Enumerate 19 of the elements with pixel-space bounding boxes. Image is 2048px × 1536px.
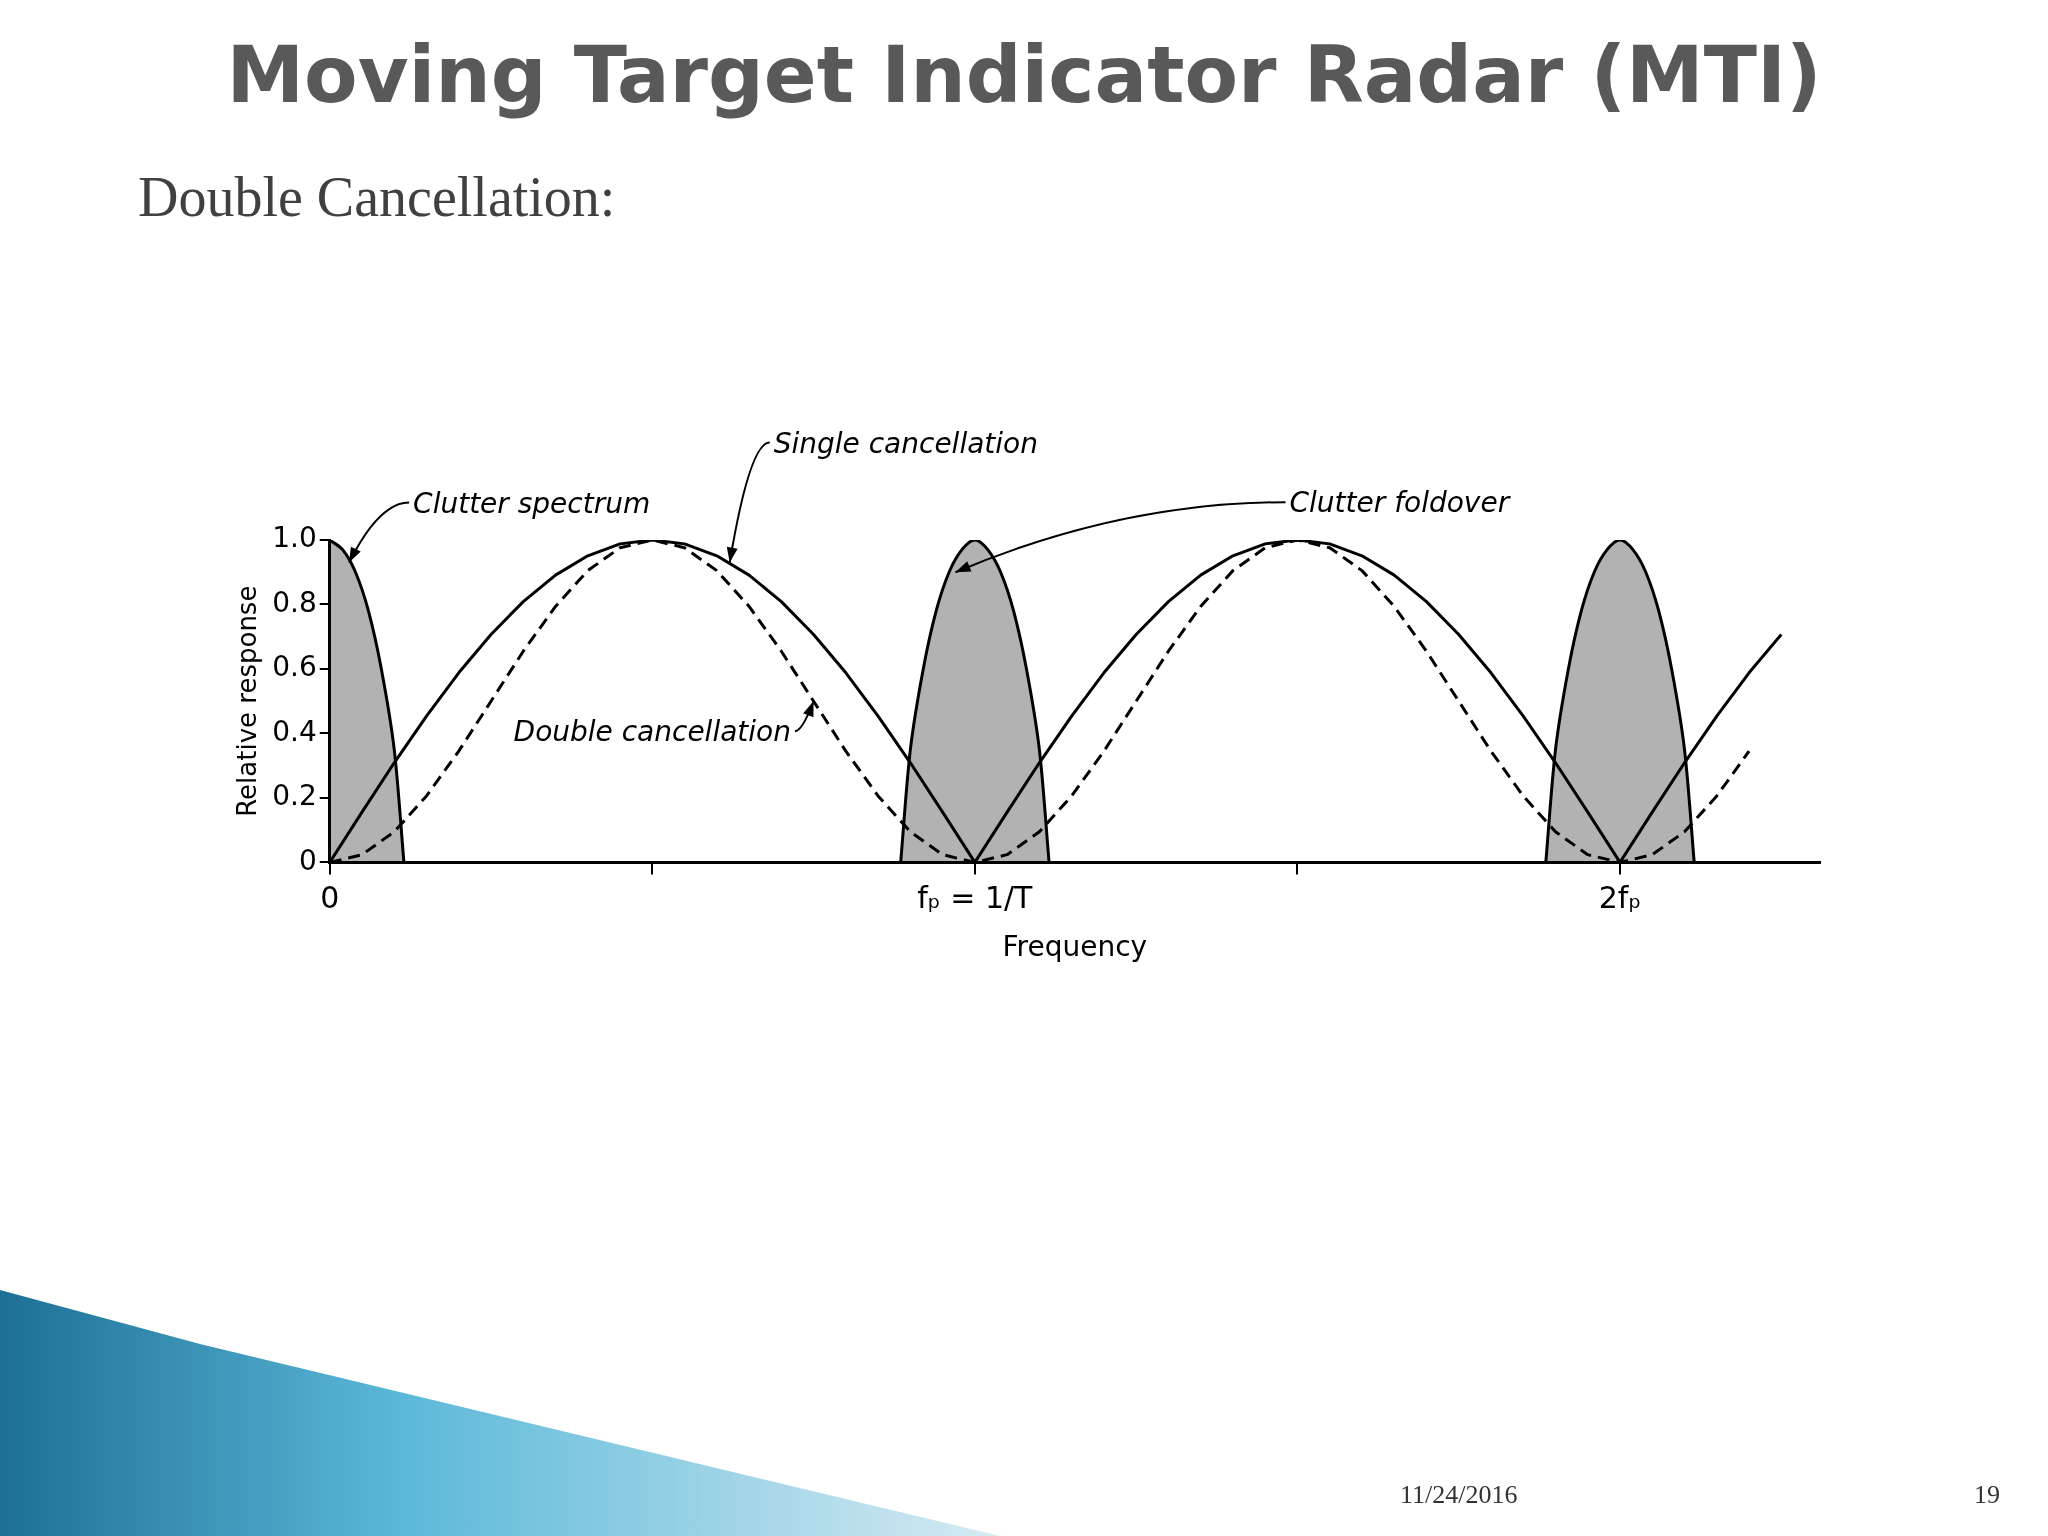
chart-title: Moving Target Indicator Radar (MTI) — [225, 30, 1823, 120]
chart-subtitle: Double Cancellation: — [138, 165, 616, 229]
x-tick-label: 0 — [320, 880, 340, 916]
y-tick-label: 0.4 — [272, 714, 317, 748]
annotation: Clutter spectrum — [413, 486, 651, 520]
annotation: Single cancellation — [773, 426, 1038, 460]
x-axis-title: Frequency — [1002, 930, 1148, 964]
x-tick-label: fₚ = 1/T — [917, 880, 1034, 916]
annotation: Double cancellation — [513, 715, 791, 749]
y-axis-title: Relative response — [232, 585, 263, 817]
y-tick-label: 0.6 — [272, 650, 317, 684]
text: 11/24/2016 — [1400, 1480, 1518, 1510]
annotation: Clutter foldover — [1289, 486, 1511, 520]
text: 19 — [1974, 1480, 2000, 1510]
y-tick-label: 0.2 — [272, 779, 317, 813]
y-tick-label: 0 — [298, 843, 317, 877]
y-tick-label: 1.0 — [272, 521, 317, 555]
x-tick-label: 2fₚ — [1598, 880, 1642, 916]
y-tick-label: 0.8 — [272, 585, 317, 619]
